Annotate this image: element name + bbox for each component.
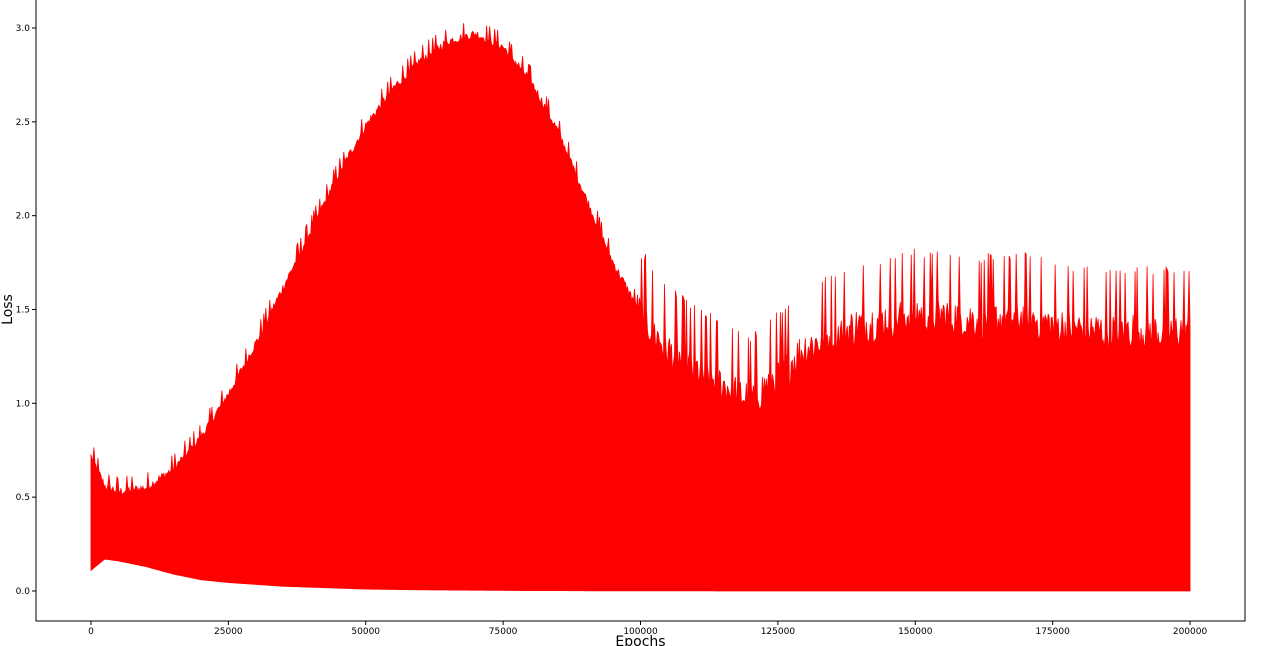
y-tick-label: 0.5 xyxy=(16,493,30,503)
x-tick-label: 125000 xyxy=(761,627,796,637)
y-tick-label: 2.0 xyxy=(16,212,31,222)
y-tick-label: 0.0 xyxy=(16,587,31,597)
x-tick-label: 100000 xyxy=(623,627,658,637)
series-layer xyxy=(90,23,1191,592)
x-tick-label: 50000 xyxy=(351,627,380,637)
x-tick-label: 150000 xyxy=(898,627,933,637)
ticks-layer: 0 25000 50000 75000 100000 125000 150000 175000… xyxy=(16,24,1208,637)
y-tick-label: 2.5 xyxy=(16,118,30,128)
x-tick-label: 200000 xyxy=(1173,627,1208,637)
x-tick-label: 175000 xyxy=(1035,627,1070,637)
x-tick-label: 0 xyxy=(88,627,94,637)
loss-series-0 xyxy=(90,23,1191,592)
x-axis-label: Epochs xyxy=(615,634,665,646)
x-tick-label: 25000 xyxy=(214,627,243,637)
y-tick-label: 1.5 xyxy=(16,306,30,316)
y-tick-label: 3.0 xyxy=(16,24,31,34)
y-axis-label: Loss xyxy=(0,294,16,325)
y-tick-label: 1.0 xyxy=(16,399,31,409)
x-tick-label: 75000 xyxy=(489,627,518,637)
